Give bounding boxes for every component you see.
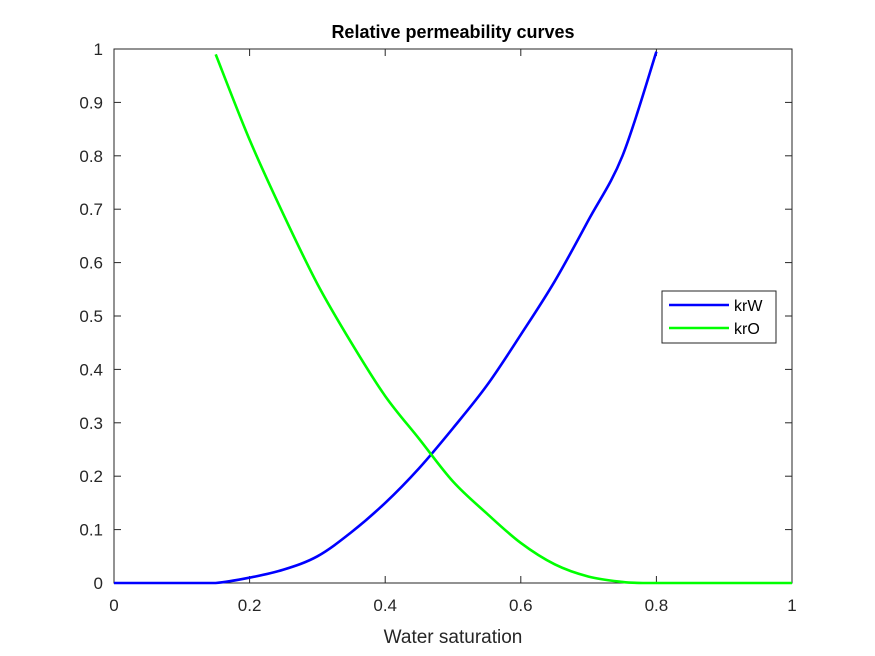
x-tick-label: 0.2 [238, 596, 262, 615]
x-tick-label: 0.6 [509, 596, 533, 615]
legend-box [661, 290, 777, 344]
legend-label-kro: krO [734, 321, 760, 338]
y-tick-label: 0.2 [79, 467, 103, 486]
y-tick-label: 0.8 [79, 147, 103, 166]
legend: krW krO [661, 290, 777, 344]
series-line-krw [114, 51, 658, 585]
y-tick-label: 0.9 [79, 93, 103, 112]
x-axis-label: Water saturation [384, 627, 523, 648]
x-tick-label: 0.8 [645, 596, 669, 615]
y-tick-label: 0 [94, 574, 103, 593]
y-tick-label: 0.7 [79, 200, 103, 219]
legend-label-krw: krW [734, 298, 763, 315]
plot-area: 0 0.2 0.4 0.6 0.8 1 0 0.1 0.2 0.3 0.4 0.5 0.6 0.7 0.8 0… [79, 40, 796, 615]
series-line-kro [214, 53, 792, 585]
y-tick-label: 0.1 [79, 521, 103, 540]
y-tick-label: 0.3 [79, 414, 103, 433]
x-tick-label: 0 [109, 596, 118, 615]
chart-title: Relative permeability curves [331, 22, 574, 42]
x-tick-label: 0.4 [373, 596, 397, 615]
y-tick-label: 0.5 [79, 307, 103, 326]
y-tick-label: 0.4 [79, 360, 103, 379]
y-tick-label: 0.6 [79, 254, 103, 273]
x-tick-label: 1 [787, 596, 796, 615]
y-tick-label: 1 [94, 40, 103, 59]
